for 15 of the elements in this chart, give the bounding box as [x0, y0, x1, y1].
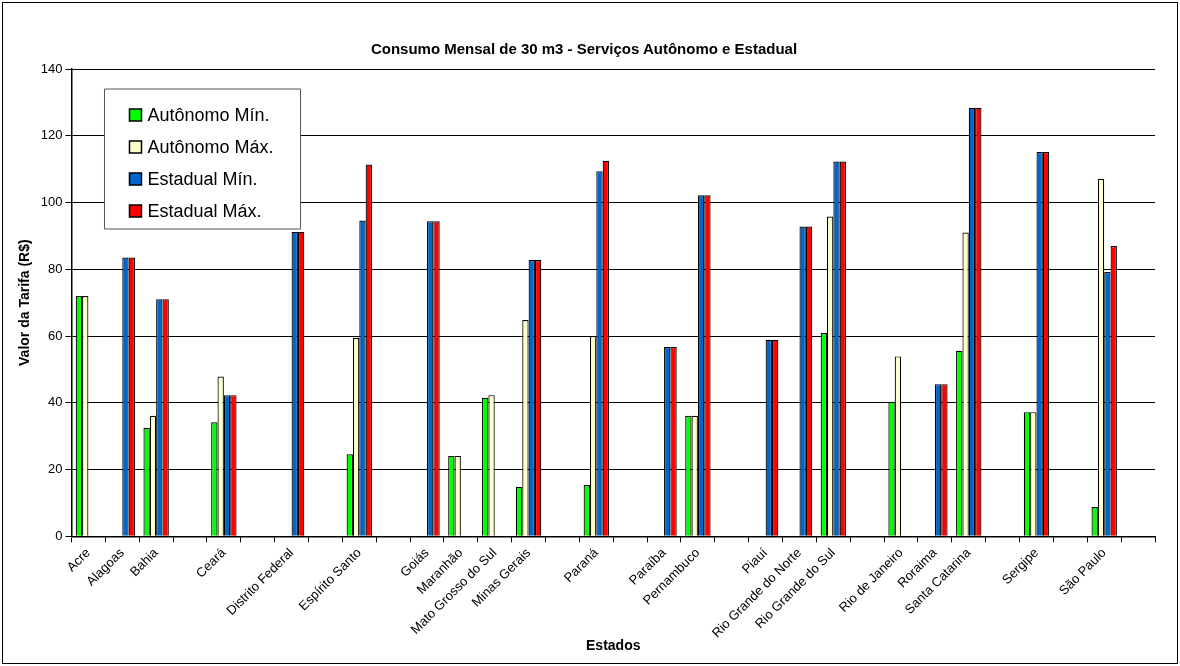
y-tick-label: 40 [48, 394, 63, 410]
y-tick-label: 100 [40, 194, 63, 210]
legend-label: Autônomo Máx. [147, 136, 274, 157]
legend-label: Autônomo Mín. [147, 104, 270, 125]
chart-title: Consumo Mensal de 30 m3 - Serviços Autônomo e Estadual [370, 40, 798, 58]
y-tick-label: 80 [48, 260, 63, 276]
y-tick-label: 0 [55, 527, 63, 543]
legend-label: Estadual Máx. [147, 200, 262, 221]
y-tick-label: 120 [40, 127, 63, 143]
legend-label: Estadual Mín. [147, 168, 258, 189]
y-axis-title: Valor da Tarifa (R$) [16, 239, 33, 366]
y-tick-label: 20 [48, 461, 63, 477]
y-tick-label: 140 [40, 60, 63, 76]
x-axis-title: Estados [586, 637, 641, 654]
y-tick-label: 60 [48, 327, 63, 343]
